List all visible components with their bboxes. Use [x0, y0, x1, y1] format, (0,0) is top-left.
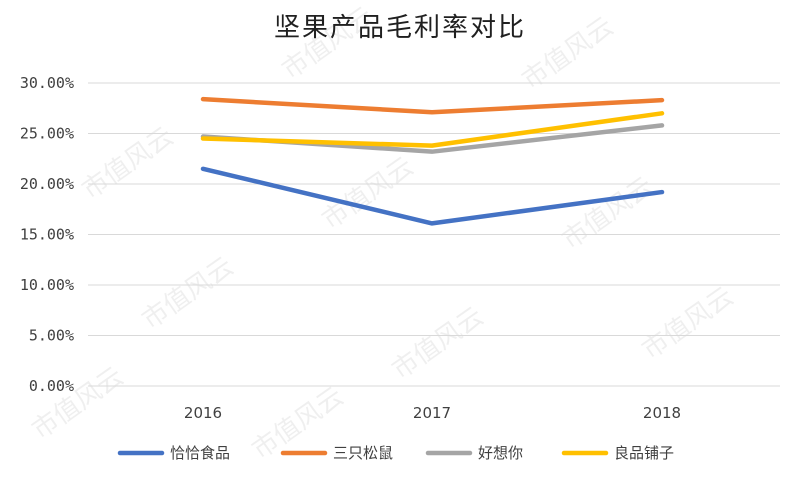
legend: 恰恰食品 三只松鼠 好想你 良品铺子 — [117, 444, 674, 462]
gridlines — [88, 82, 780, 387]
legend-label: 好想你 — [478, 444, 523, 462]
y-tick-label: 25.00% — [20, 125, 74, 143]
y-tick-label: 0.00% — [29, 377, 74, 395]
chart-title: 坚果产品毛利率对比 — [274, 13, 526, 43]
x-tick-label: 2018 — [643, 404, 681, 422]
x-tick-label: 2017 — [413, 404, 451, 422]
watermark-text: 市值风云 — [27, 361, 129, 445]
y-tick-label: 15.00% — [20, 226, 74, 244]
y-tick-label: 30.00% — [20, 74, 74, 92]
legend-label: 恰恰食品 — [170, 444, 230, 462]
series-line — [200, 111, 665, 148]
series-line — [200, 96, 665, 115]
watermark-text: 市值风云 — [137, 251, 239, 335]
y-tick-label: 5.00% — [29, 327, 74, 345]
legend-label: 三只松鼠 — [333, 444, 393, 462]
x-axis-ticks: 2016 2017 2018 — [184, 404, 681, 422]
series-lines — [200, 96, 665, 226]
y-tick-label: 20.00% — [20, 175, 74, 193]
legend-label: 良品铺子 — [614, 444, 674, 462]
watermark-text: 市值风云 — [77, 121, 179, 205]
watermark-text: 市值风云 — [387, 301, 489, 385]
y-tick-label: 10.00% — [20, 276, 74, 294]
watermark-text: 市值风云 — [637, 281, 739, 365]
x-tick-label: 2016 — [184, 404, 222, 422]
watermark-text: 市值风云 — [317, 151, 419, 235]
y-axis-ticks: 0.00% 5.00% 10.00% 15.00% 20.00% 25.00% 30.00% — [20, 74, 74, 395]
